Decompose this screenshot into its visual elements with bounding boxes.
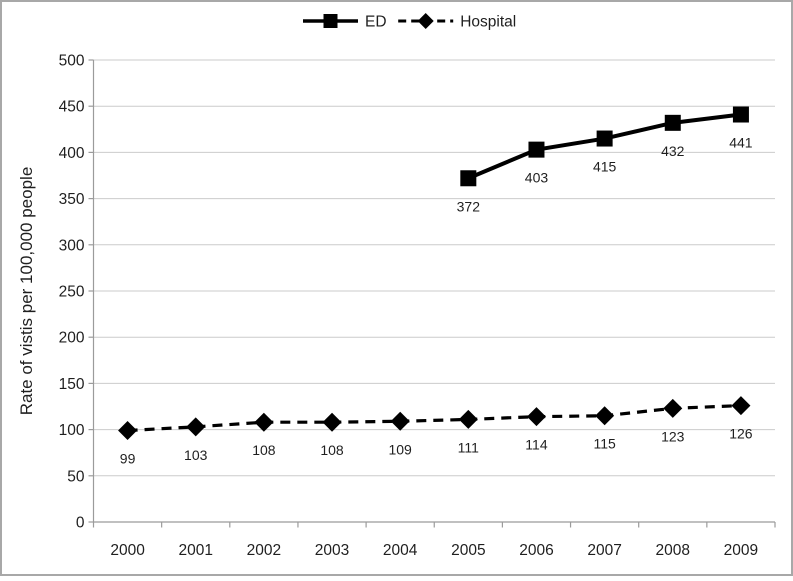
y-axis-title: Rate of vistis per 100,000 people: [17, 167, 36, 416]
marker-diamond: [390, 411, 410, 431]
data-label-ed: 415: [593, 159, 617, 175]
data-label-ed: 403: [525, 170, 549, 186]
marker-square: [460, 170, 477, 187]
marker-square: [732, 106, 749, 123]
x-tick-label: 2009: [724, 542, 758, 559]
legend-label-ed: ED: [365, 14, 387, 31]
marker-diamond: [526, 407, 546, 427]
data-label-hospital: 109: [388, 441, 412, 457]
series-hospital: 99 103 108 108 109 111 114 115 123 126: [118, 396, 753, 467]
y-tick-label: 50: [67, 468, 85, 485]
marker-diamond: [254, 412, 274, 432]
data-label-ed: 432: [661, 143, 685, 159]
legend-item-ed: ED: [303, 14, 387, 31]
marker-square: [596, 130, 613, 147]
y-tick-label: 0: [76, 515, 85, 532]
marker-square: [528, 141, 545, 158]
data-label-ed: 441: [729, 135, 753, 151]
y-tick-label: 450: [59, 99, 85, 116]
marker-diamond: [186, 417, 206, 437]
axes: 0 50 100 150 200 250 300 350 400 450 500 2000 2001 20…: [59, 53, 776, 559]
data-label-ed: 372: [457, 198, 481, 214]
legend-marker-diamond: [417, 13, 434, 29]
x-tick-label: 2004: [383, 542, 418, 559]
series-ed: 372 403 415 432 441: [457, 106, 753, 214]
x-tick-label: 2003: [315, 542, 349, 559]
marker-diamond: [595, 406, 615, 426]
data-label-hospital: 108: [320, 442, 344, 458]
data-label-hospital: 115: [593, 436, 616, 452]
marker-diamond: [731, 396, 751, 416]
y-tick-label: 200: [59, 330, 85, 347]
x-tick-label: 2005: [451, 542, 485, 559]
x-tick-label: 2006: [519, 542, 553, 559]
legend-item-hospital: Hospital: [398, 13, 516, 31]
data-label-hospital: 108: [252, 442, 276, 458]
y-tick-label: 350: [59, 191, 85, 208]
data-label-hospital: 103: [184, 447, 208, 463]
marker-square: [664, 114, 681, 131]
x-tick-label: 2008: [656, 542, 690, 559]
x-tick-label: 2007: [587, 542, 621, 559]
y-tick-label: 250: [59, 284, 85, 301]
y-tick-label: 500: [59, 53, 85, 70]
x-tick-label: 2000: [110, 542, 145, 559]
data-label-hospital: 123: [661, 428, 685, 444]
y-tick-label: 300: [59, 237, 85, 254]
marker-diamond: [118, 421, 138, 441]
legend-label-hospital: Hospital: [460, 14, 516, 31]
marker-diamond: [322, 412, 342, 432]
y-tick-label: 100: [59, 422, 85, 439]
legend: ED Hospital: [303, 13, 516, 31]
data-label-hospital: 126: [729, 426, 753, 442]
legend-marker-square: [323, 14, 338, 28]
x-tick-label: 2002: [247, 542, 281, 559]
data-label-hospital: 99: [120, 451, 136, 467]
x-tick-label: 2001: [178, 542, 212, 559]
series-line-hospital: [127, 403, 741, 433]
data-label-hospital: 114: [525, 437, 548, 453]
gridlines: [93, 59, 775, 477]
marker-diamond: [458, 409, 478, 429]
y-tick-label: 150: [59, 376, 85, 393]
marker-diamond: [663, 398, 683, 418]
y-tick-label: 400: [59, 145, 85, 162]
data-label-hospital: 111: [458, 439, 479, 455]
